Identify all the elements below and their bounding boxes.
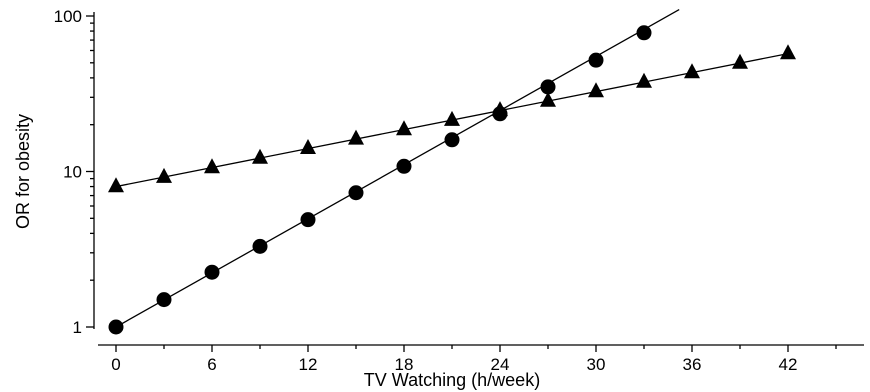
series-circle xyxy=(108,8,680,335)
y-axis-title: OR for obesity xyxy=(13,114,33,229)
circle-point xyxy=(396,158,412,174)
x-tick-label: 6 xyxy=(207,355,216,374)
triangle-point xyxy=(540,91,556,107)
circle-point xyxy=(444,132,460,148)
axes xyxy=(93,12,864,346)
x-tick-label: 24 xyxy=(491,355,510,374)
triangle-point xyxy=(156,167,172,183)
circle-point xyxy=(300,212,316,228)
triangle-point xyxy=(732,53,748,69)
triangle-point xyxy=(108,177,124,193)
triangle-point xyxy=(684,63,700,79)
circle-point xyxy=(204,264,220,280)
triangle-point xyxy=(492,101,508,117)
triangle-point xyxy=(588,82,604,98)
triangle-point xyxy=(348,129,364,145)
triangle-point xyxy=(396,120,412,136)
triangle-point xyxy=(204,158,220,174)
circle-point xyxy=(636,25,652,41)
triangle-point xyxy=(444,110,460,126)
triangle-point xyxy=(636,72,652,88)
x-tick-group: 0 6 12 18 24 30 36 42 xyxy=(111,345,837,374)
x-tick-label: 30 xyxy=(587,355,606,374)
x-tick-label: 0 xyxy=(111,355,120,374)
series-layer xyxy=(108,8,796,335)
y-tick-label: 1 xyxy=(73,318,82,337)
y-tick-group: 1 10 100 xyxy=(54,7,94,337)
y-tick-label: 10 xyxy=(63,163,82,182)
x-tick-label: 12 xyxy=(299,355,318,374)
series-triangle xyxy=(108,44,796,193)
x-tick-label: 36 xyxy=(683,355,702,374)
triangle-point xyxy=(300,138,316,154)
circle-point xyxy=(588,52,604,68)
circle-point xyxy=(252,238,268,254)
triangle-point xyxy=(252,148,268,164)
circle-point xyxy=(108,319,124,335)
x-axis-title: TV Watching (h/week) xyxy=(364,370,540,390)
circle-point xyxy=(540,79,556,95)
x-tick-label: 42 xyxy=(779,355,798,374)
circle-point xyxy=(156,292,172,308)
circle-point xyxy=(348,185,364,201)
x-tick-label: 18 xyxy=(395,355,414,374)
triangle-point xyxy=(780,44,796,60)
y-tick-label: 100 xyxy=(54,7,82,26)
